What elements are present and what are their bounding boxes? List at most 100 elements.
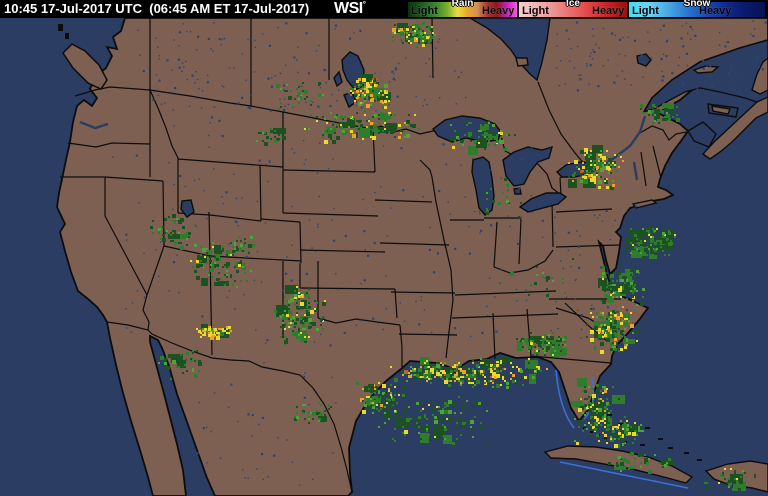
echo-pixel xyxy=(296,312,298,314)
terrain-water-speck xyxy=(609,238,611,241)
echo-pixel xyxy=(456,370,458,372)
echo-pixel xyxy=(484,382,486,384)
echo-pixel xyxy=(372,84,374,86)
terrain-water-speck xyxy=(685,52,688,55)
echo-pixel xyxy=(320,318,323,321)
echo-pixel xyxy=(394,32,396,34)
terrain-water-speck xyxy=(333,239,336,242)
echo-pixel xyxy=(512,380,515,383)
border-line xyxy=(177,158,284,168)
terrain-water-speck xyxy=(680,37,683,40)
terrain-water-speck xyxy=(682,86,684,88)
echo-pixel xyxy=(518,216,520,218)
echo-pixel xyxy=(648,238,650,240)
echo-pixel xyxy=(426,380,428,382)
echo-pixel xyxy=(728,480,731,483)
echo-pixel xyxy=(612,310,615,313)
terrain-water-speck xyxy=(520,158,523,161)
terrain-water-speck xyxy=(625,210,628,213)
echo-pixel xyxy=(382,124,384,126)
terrain-water-speck xyxy=(468,252,471,255)
echo-pixel xyxy=(216,278,219,281)
echo-pixel xyxy=(574,440,576,442)
echo-pixel xyxy=(350,130,353,133)
echo-pixel xyxy=(582,418,584,420)
echo-pixel xyxy=(616,434,618,436)
echo-pixel xyxy=(210,264,212,266)
echo-pixel xyxy=(438,406,440,408)
terrain-water-speck xyxy=(137,29,139,31)
echo-pixel xyxy=(380,94,382,96)
terrain-water-speck xyxy=(472,158,474,160)
echo-pixel xyxy=(430,28,433,31)
echo-pixel xyxy=(624,280,626,282)
echo-pixel xyxy=(420,42,422,44)
echo-pixel xyxy=(536,266,538,268)
echo-pixel xyxy=(508,134,510,136)
echo-pixel xyxy=(446,374,450,378)
terrain-water-speck xyxy=(592,28,594,30)
echo-pixel xyxy=(486,192,488,194)
echo-pixel xyxy=(288,304,290,306)
terrain-water-speck xyxy=(627,36,630,38)
echo-pixel xyxy=(618,430,620,432)
terrain-water-speck xyxy=(302,139,305,142)
echo-pixel xyxy=(626,246,630,250)
echo-pixel xyxy=(462,144,464,146)
terrain-water-speck xyxy=(665,55,668,58)
echo-pixel xyxy=(668,458,671,461)
echo-pixel xyxy=(544,334,546,336)
echo-pixel xyxy=(456,136,459,139)
terrain-water-speck xyxy=(241,197,243,199)
echo-pixel xyxy=(288,96,292,100)
echo-pixel xyxy=(234,244,236,246)
echo-pixel xyxy=(388,398,391,401)
echo-pixel xyxy=(622,458,626,462)
echo-pixel xyxy=(242,266,244,268)
wsi-logo-mark: ° xyxy=(362,0,366,9)
terrain-water-speck xyxy=(182,23,184,25)
echo-pixel xyxy=(414,34,416,36)
echo-pixel xyxy=(658,234,660,236)
terrain-water-speck xyxy=(724,45,727,48)
echo-pixel xyxy=(624,318,626,320)
terrain-water-speck xyxy=(647,31,649,33)
echo-pixel xyxy=(370,398,372,400)
echo-pixel xyxy=(166,232,168,234)
echo-pixel xyxy=(648,470,652,474)
echo-pixel xyxy=(598,408,602,412)
echo-pixel xyxy=(618,154,620,156)
echo-pixel xyxy=(602,420,604,422)
echo-pixel xyxy=(606,428,609,431)
echo-blob xyxy=(628,426,641,431)
echo-pixel xyxy=(524,340,526,342)
bahamas-island-speck xyxy=(697,459,702,461)
echo-pixel xyxy=(596,174,598,176)
echo-pixel xyxy=(612,184,615,187)
terrain-water-speck xyxy=(234,220,237,223)
echo-pixel xyxy=(390,130,394,134)
echo-pixel xyxy=(388,414,391,417)
echo-pixel xyxy=(528,362,530,364)
echo-cluster-georgia-carolina-coast xyxy=(586,306,639,354)
echo-pixel xyxy=(670,240,672,242)
echo-pixel xyxy=(368,94,370,96)
echo-pixel xyxy=(194,244,197,247)
echo-pixel xyxy=(324,130,327,133)
echo-blob xyxy=(421,34,430,44)
echo-pixel xyxy=(610,186,614,190)
terrain-water-speck xyxy=(500,269,502,271)
echo-pixel xyxy=(316,410,318,412)
echo-pixel xyxy=(608,410,610,412)
echo-pixel xyxy=(622,432,625,435)
echo-pixel xyxy=(660,110,663,113)
echo-pixel xyxy=(472,382,474,384)
echo-pixel xyxy=(546,350,548,352)
echo-pixel xyxy=(610,436,612,438)
echo-pixel xyxy=(598,178,600,180)
echo-pixel xyxy=(446,370,448,372)
echo-pixel xyxy=(456,426,458,428)
terrain-water-speck xyxy=(398,62,400,65)
echo-pixel xyxy=(392,36,394,38)
echo-pixel xyxy=(358,128,360,130)
